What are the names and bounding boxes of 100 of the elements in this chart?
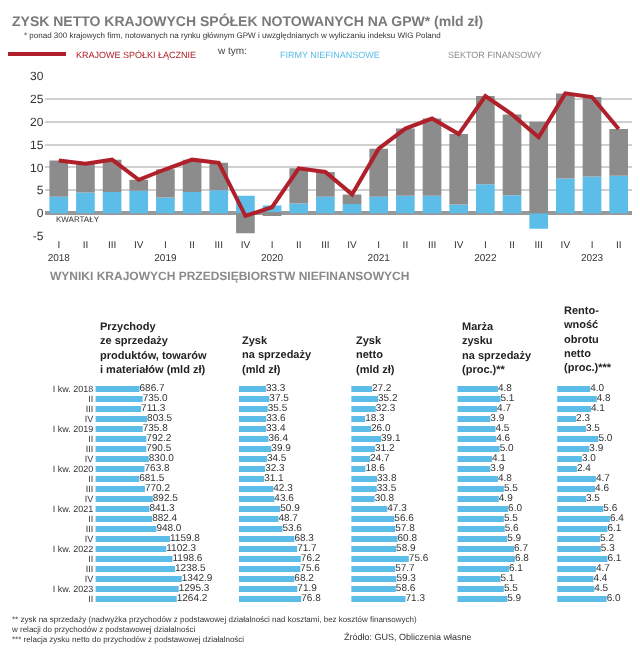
bar <box>76 163 95 193</box>
bar <box>476 96 495 185</box>
bar <box>95 476 140 482</box>
bar <box>369 148 389 197</box>
bar <box>102 192 122 214</box>
bar <box>449 204 469 214</box>
bar <box>557 406 591 412</box>
bar <box>238 406 268 412</box>
bar <box>351 406 376 412</box>
bar <box>457 546 515 552</box>
bar <box>95 566 176 572</box>
bar <box>457 496 499 502</box>
bar <box>95 396 143 402</box>
bar <box>557 396 597 402</box>
bar <box>457 516 504 522</box>
bar <box>238 396 270 402</box>
bar <box>95 466 145 472</box>
bar <box>238 486 274 492</box>
bar <box>582 176 602 214</box>
bar <box>238 386 266 392</box>
bar <box>351 546 397 552</box>
bar <box>351 396 379 402</box>
bar <box>557 556 608 562</box>
bar <box>238 416 267 422</box>
bar <box>76 192 95 214</box>
bar <box>351 556 409 562</box>
bar <box>556 93 575 179</box>
bar <box>457 586 504 592</box>
bar <box>502 195 522 214</box>
bar <box>238 516 279 522</box>
bar <box>457 506 509 512</box>
bar <box>351 576 397 582</box>
bar <box>95 546 167 552</box>
bar <box>457 526 505 532</box>
bar <box>582 97 602 177</box>
bar <box>342 204 362 214</box>
bar <box>95 426 143 432</box>
bar <box>95 556 173 562</box>
bar <box>557 476 596 482</box>
bar <box>182 192 202 214</box>
bar <box>95 516 153 522</box>
bar <box>351 476 377 482</box>
bar <box>95 596 177 602</box>
bar <box>156 197 175 214</box>
bar <box>95 526 157 532</box>
bar <box>457 596 508 602</box>
bar <box>457 436 497 442</box>
bar <box>342 194 362 204</box>
bar <box>422 195 442 214</box>
bar <box>238 536 295 542</box>
bar <box>557 546 601 552</box>
bar <box>238 506 281 512</box>
bar <box>557 456 582 462</box>
bar <box>238 576 295 582</box>
bar <box>557 516 610 522</box>
bar <box>457 386 498 392</box>
bar <box>351 596 406 602</box>
bar <box>49 160 69 197</box>
bar <box>457 476 498 482</box>
bar <box>238 566 301 572</box>
bar <box>238 456 267 462</box>
bar <box>422 118 442 196</box>
bar <box>457 416 491 422</box>
bar <box>49 196 69 214</box>
bar <box>351 526 396 532</box>
bar <box>557 596 607 602</box>
bar <box>557 446 590 452</box>
bar <box>457 396 501 402</box>
bar <box>238 556 301 562</box>
bar <box>351 586 396 592</box>
bar <box>557 586 595 592</box>
bar <box>238 526 283 532</box>
bar <box>351 416 366 422</box>
bar <box>351 566 396 572</box>
bar <box>95 496 153 502</box>
bar <box>238 476 265 482</box>
bar <box>557 486 596 492</box>
bar <box>476 184 495 214</box>
bar <box>457 576 501 582</box>
bar <box>238 496 275 502</box>
bar <box>95 536 170 542</box>
bar <box>95 486 145 492</box>
line-series <box>56 91 621 218</box>
bar <box>351 426 371 432</box>
bar <box>95 416 148 422</box>
bar <box>238 596 302 602</box>
bar <box>457 456 492 462</box>
bar <box>238 426 267 432</box>
bar <box>529 213 549 229</box>
bar <box>95 386 140 392</box>
bar <box>529 121 549 214</box>
bar <box>238 586 298 592</box>
bar <box>351 536 398 542</box>
bar <box>396 195 415 214</box>
bar <box>95 576 182 582</box>
bar <box>457 536 508 542</box>
bar <box>238 446 272 452</box>
bar <box>457 566 509 572</box>
bar <box>457 446 500 452</box>
bar <box>129 179 149 191</box>
